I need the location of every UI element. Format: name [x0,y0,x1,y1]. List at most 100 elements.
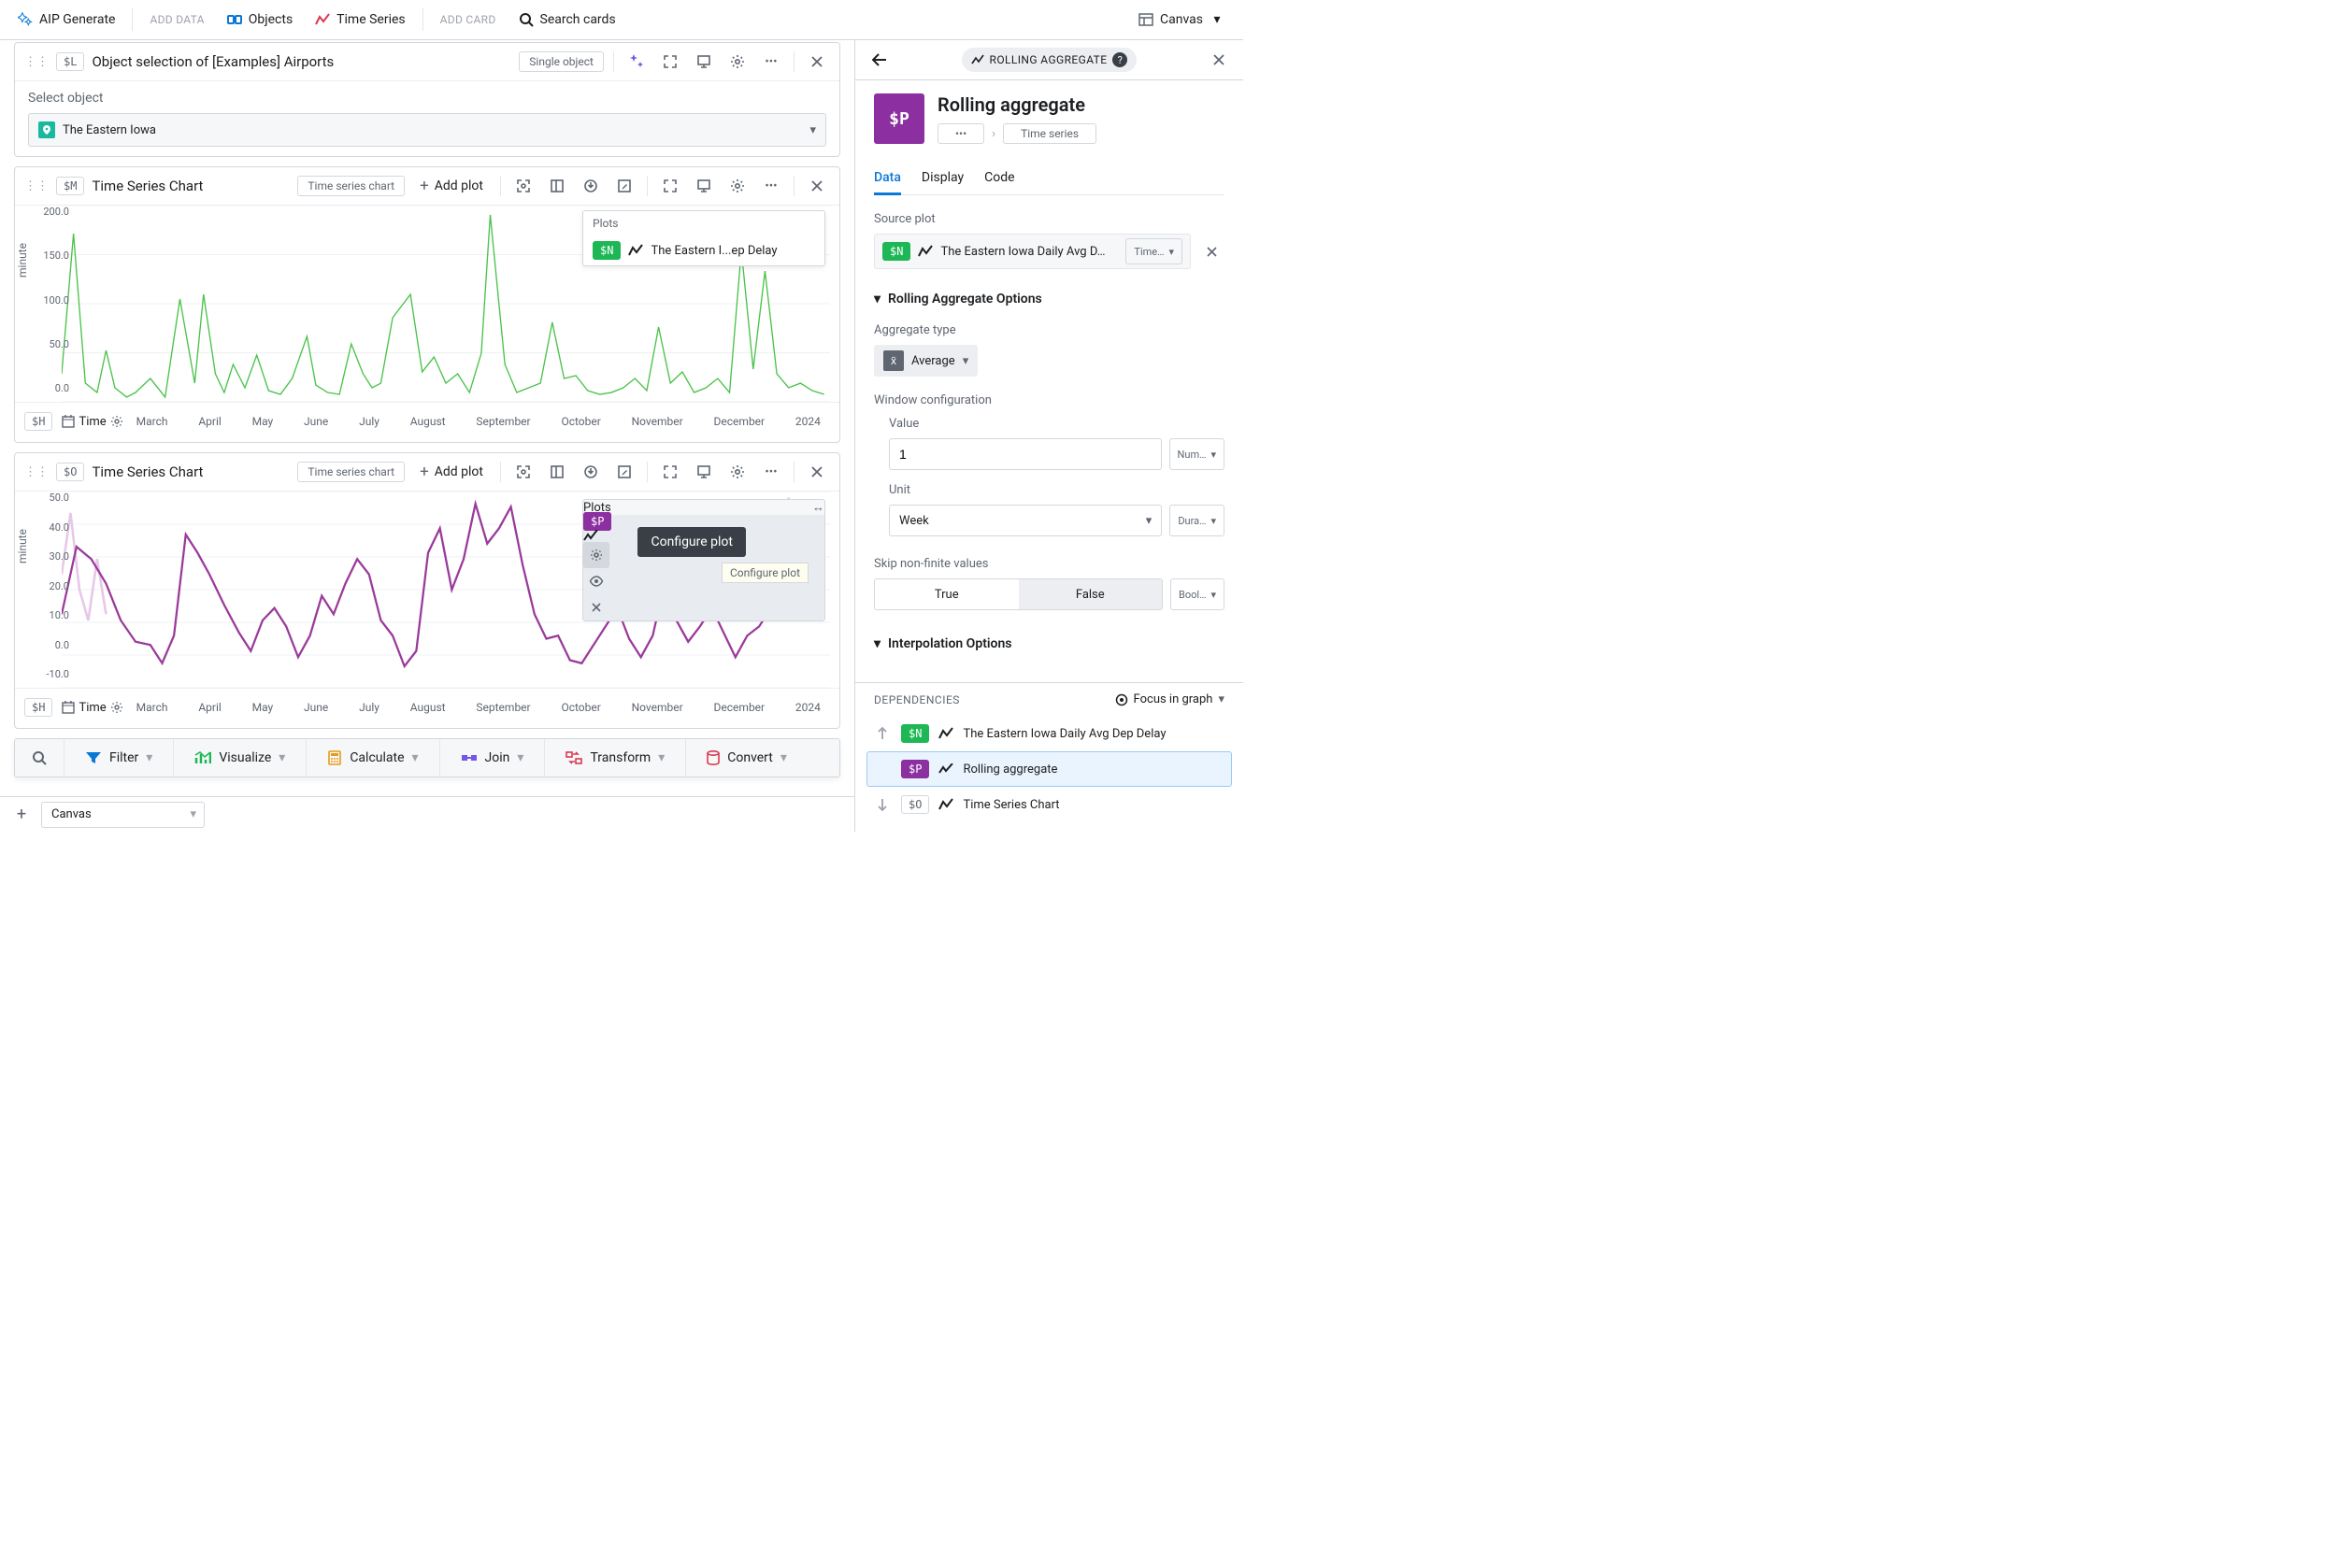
close-panel-icon[interactable] [1206,47,1232,73]
more-icon[interactable]: ••• [758,459,784,485]
action-filter[interactable]: Filter▾ [64,739,174,777]
configure-plot-gear[interactable] [583,542,609,568]
close-icon[interactable] [583,594,609,620]
action-visualize[interactable]: Visualize▾ [174,739,307,777]
skip-nonfinite-toggle[interactable]: True False [874,578,1163,610]
source-plot-box[interactable]: $N The Eastern Iowa Daily Avg D… Time…▾ [874,234,1191,269]
panel-icon[interactable] [544,173,570,199]
breadcrumb-chip: ROLLING AGGREGATE ? [962,48,1138,72]
unit-select[interactable]: Week ▾ [889,505,1162,536]
edit-icon[interactable] [611,459,637,485]
footer-bar: + Canvas ▾ [0,796,854,832]
eye-icon[interactable] [583,568,609,594]
more-icon[interactable]: ••• [758,49,784,75]
clear-source-icon[interactable] [1198,238,1224,264]
gear-icon[interactable] [724,49,751,75]
rolling-aggregate-options-head[interactable]: ▾ Rolling Aggregate Options [874,292,1224,306]
toggle-true[interactable]: True [875,579,1019,609]
fit-icon[interactable] [510,173,537,199]
dep-name: Rolling aggregate [963,763,1057,777]
dependency-row[interactable]: $P Rolling aggregate [866,751,1232,787]
toggle-false[interactable]: False [1019,579,1163,609]
x-axis-label: Time [79,415,106,429]
plots-popover: Plots $N The Eastern I...ep Delay [582,210,825,266]
unit-type-select[interactable]: Dura…▾ [1169,505,1224,536]
expand-icon[interactable] [657,173,683,199]
tab-code[interactable]: Code [984,163,1014,194]
month-label: March [136,415,168,428]
window-value-input[interactable] [889,438,1162,470]
y-tick: -10.0 [32,668,69,680]
calendar-icon[interactable] [58,408,79,435]
gear-icon[interactable] [107,694,127,720]
calendar-icon[interactable] [58,694,79,720]
present-icon[interactable] [691,49,717,75]
download-icon[interactable] [578,459,604,485]
crumb-more[interactable]: ••• [938,123,984,144]
action-convert[interactable]: Convert▾ [686,739,808,777]
interpolation-options-head[interactable]: ▾ Interpolation Options [874,636,1224,651]
dependency-row[interactable]: $N The Eastern Iowa Daily Avg Dep Delay [866,716,1232,751]
drag-handle-icon[interactable]: ⋮⋮ [24,179,49,193]
panel-icon[interactable] [544,459,570,485]
expand-icon[interactable] [657,49,683,75]
dep-var-badge: $P [901,760,929,778]
y-tick: 200.0 [32,206,69,218]
time-series-icon [315,12,330,27]
fit-icon[interactable] [510,459,537,485]
skip-type-select[interactable]: Bool…▾ [1170,578,1224,610]
source-type-select[interactable]: Time…▾ [1125,238,1182,264]
object-select[interactable]: The Eastern Iowa ▾ [28,113,826,147]
close-icon[interactable] [804,459,830,485]
drag-handle-icon[interactable]: ⋮⋮ [24,465,49,479]
aip-generate[interactable]: AIP Generate [9,7,123,32]
sparkle-icon[interactable] [623,49,650,75]
action-transform[interactable]: Transform▾ [545,739,686,777]
value-label: Value [889,417,1224,431]
back-button[interactable] [866,47,893,73]
download-icon[interactable] [578,173,604,199]
resize-icon[interactable]: ↔ [812,500,824,515]
month-label: October [561,701,600,714]
close-icon[interactable] [804,173,830,199]
add-plot-button[interactable]: +Add plot [412,173,491,199]
objects-nav[interactable]: Objects [219,7,301,32]
focus-in-graph[interactable]: Focus in graph ▾ [1115,692,1224,706]
action-search[interactable] [15,739,64,777]
month-label: October [561,415,600,428]
value-type-select[interactable]: Num…▾ [1169,438,1224,470]
source-var-badge: $N [882,242,910,261]
action-calculate[interactable]: Calculate▾ [307,739,439,777]
unit-label: Unit [889,483,1224,497]
canvas-view-select[interactable]: Canvas ▾ [1129,7,1234,33]
drag-handle-icon[interactable]: ⋮⋮ [24,55,49,69]
gear-icon[interactable] [724,459,751,485]
expand-icon[interactable] [657,459,683,485]
action-join[interactable]: Join▾ [440,739,546,777]
dep-name: The Eastern Iowa Daily Avg Dep Delay [963,727,1166,741]
canvas-page-select[interactable]: Canvas ▾ [41,802,205,828]
topbar: AIP Generate ADD DATA Objects Time Serie… [0,0,1243,40]
chevron-down-icon: ▾ [1146,514,1153,528]
help-icon[interactable]: ? [1112,52,1127,67]
agg-type-select[interactable]: x̄ Average ▾ [874,345,978,377]
gear-icon[interactable] [724,173,751,199]
dep-type-icon [938,763,953,775]
edit-icon[interactable] [611,173,637,199]
add-plot-button[interactable]: +Add plot [412,459,491,485]
dep-arrow-icon [877,798,892,811]
present-icon[interactable] [691,173,717,199]
tab-data[interactable]: Data [874,163,901,195]
plot-row[interactable]: $N The Eastern I...ep Delay [583,235,824,265]
tab-display[interactable]: Display [922,163,964,194]
close-icon[interactable] [804,49,830,75]
crumb-time-series[interactable]: Time series [1003,123,1096,144]
gear-icon[interactable] [107,408,127,435]
dependency-row[interactable]: $O Time Series Chart [866,787,1232,822]
more-icon[interactable]: ••• [758,173,784,199]
present-icon[interactable] [691,459,717,485]
tooltip-light: Configure plot [722,563,809,583]
search-cards[interactable]: Search cards [510,7,624,32]
time-series-nav[interactable]: Time Series [307,7,413,32]
add-canvas-button[interactable]: + [9,803,34,827]
